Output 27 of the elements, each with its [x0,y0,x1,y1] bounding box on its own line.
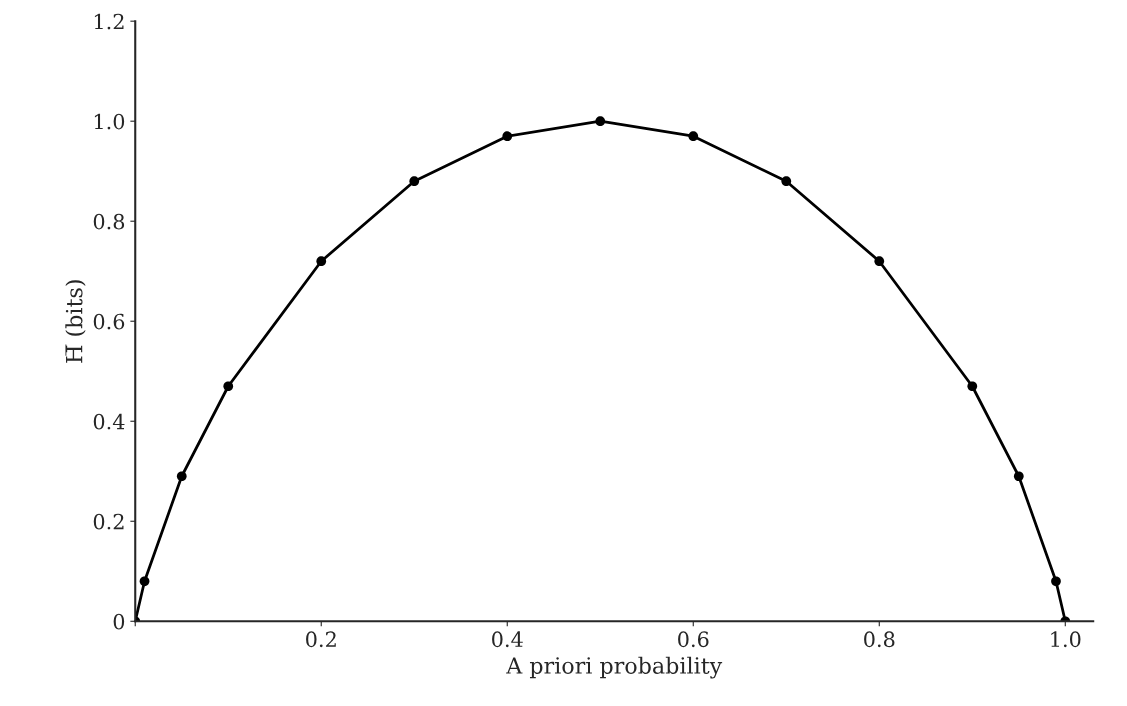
y-tick-label: 1.2 [94,13,124,30]
point [316,256,327,267]
x-tick-label: 0.6 [678,631,709,648]
y-axis-title: H̅ (bits) [65,280,86,363]
y-tick-label: 0.8 [93,213,125,230]
point [1051,576,1061,587]
y-tick-label: 0.6 [93,313,125,330]
point [139,576,150,587]
point [781,176,792,187]
point [176,471,187,482]
y-tick-label: 0.2 [93,513,124,530]
point [874,256,885,267]
x-tick-label: 0.4 [492,631,523,648]
y-tick-label: 0.4 [93,413,125,430]
point [595,116,606,127]
y-tick-label: 0 [113,613,125,630]
point [223,381,234,392]
y-tick-label: 1.0 [94,113,125,130]
point [409,176,420,187]
x-tick-label: 0.2 [306,631,336,648]
point [967,381,978,392]
point [1013,471,1024,482]
x-tick-label: 1.0 [1051,631,1081,648]
x-axis-title: A priori probability [506,656,723,679]
x-tick-label: 0.8 [864,631,895,648]
point [688,131,699,142]
point [502,131,513,142]
